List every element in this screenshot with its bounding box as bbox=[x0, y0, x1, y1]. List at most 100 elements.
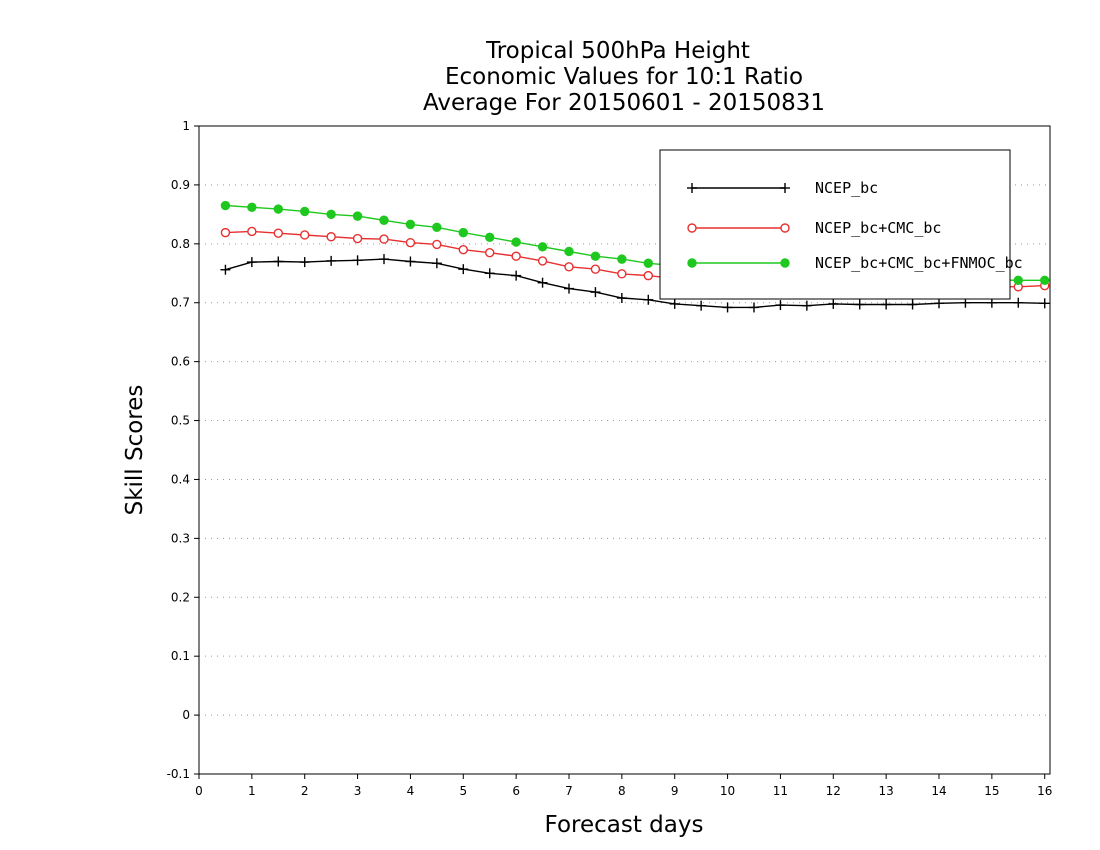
data-point-plus bbox=[696, 300, 707, 311]
legend-label: NCEP_bc bbox=[815, 179, 878, 197]
x-tick-label: 10 bbox=[720, 784, 735, 798]
chart-title: Tropical 500hPa Height Economic Values f… bbox=[423, 38, 825, 116]
data-point-circle bbox=[643, 270, 653, 281]
y-tick-label: 0.2 bbox=[171, 590, 190, 604]
data-point-plus bbox=[881, 299, 892, 310]
y-tick-label: 0.1 bbox=[171, 649, 190, 663]
y-tick-label: 0.6 bbox=[171, 355, 190, 369]
data-point-dot bbox=[485, 232, 495, 243]
data-point-plus bbox=[643, 294, 654, 305]
data-point-dot bbox=[687, 258, 697, 268]
data-point-circle bbox=[780, 223, 790, 233]
x-tick-label: 1 bbox=[248, 784, 256, 798]
plot-frame bbox=[198, 125, 1051, 775]
x-tick-label: 15 bbox=[984, 784, 999, 798]
data-point-plus bbox=[220, 264, 231, 275]
legend-item: NCEP_bc+CMC_bc bbox=[687, 219, 941, 237]
x-tick-label: 12 bbox=[826, 784, 841, 798]
data-point-plus bbox=[749, 302, 759, 313]
data-point-plus bbox=[801, 300, 812, 311]
data-point-dot bbox=[643, 258, 653, 268]
data-point-dot bbox=[780, 258, 790, 268]
data-point-plus bbox=[907, 299, 918, 310]
legend-box bbox=[659, 149, 1011, 300]
x-tick-label: 14 bbox=[931, 784, 946, 798]
x-axis-label: Forecast days bbox=[545, 812, 704, 838]
data-point-dot bbox=[617, 254, 627, 264]
data-point-circle bbox=[537, 256, 548, 266]
y-tick-label: 0.5 bbox=[171, 414, 190, 428]
data-point-circle bbox=[590, 264, 601, 274]
legend-item: NCEP_bc+CMC_bc+FNMOC_bc bbox=[687, 254, 1023, 272]
y-axis: -0.1 0 0.1 0.2 0.3 0.4 0.5 0.6 0.7 0.8 0.9 1 bbox=[167, 119, 199, 781]
data-point-plus bbox=[722, 302, 733, 313]
data-point-circle bbox=[617, 269, 627, 279]
data-point-circle bbox=[564, 262, 574, 272]
data-point-circle bbox=[220, 227, 231, 238]
data-point-dot bbox=[590, 251, 601, 261]
data-point-dot bbox=[326, 209, 336, 220]
data-point-circle bbox=[300, 230, 310, 240]
data-point-plus bbox=[537, 277, 548, 288]
y-tick-label: 0.9 bbox=[171, 178, 190, 192]
data-point-plus bbox=[1013, 297, 1024, 308]
chart-title-line-1: Tropical 500hPa Height bbox=[485, 38, 750, 64]
data-point-circle bbox=[247, 226, 257, 237]
x-tick-label: 6 bbox=[512, 784, 520, 798]
data-point-plus bbox=[352, 255, 363, 266]
data-point-dot bbox=[458, 227, 468, 238]
data-point-plus bbox=[379, 254, 389, 265]
data-point-dot bbox=[273, 204, 283, 214]
data-point-plus bbox=[273, 256, 284, 267]
x-tick-label: 5 bbox=[459, 784, 467, 798]
x-tick-label: 4 bbox=[407, 784, 415, 798]
legend-label: NCEP_bc+CMC_bc+FNMOC_bc bbox=[815, 254, 1023, 272]
data-point-dot bbox=[564, 246, 574, 257]
data-point-plus bbox=[828, 298, 839, 309]
data-point-circle bbox=[326, 232, 336, 242]
data-point-circle bbox=[458, 245, 468, 255]
data-point-dot bbox=[405, 219, 416, 230]
y-tick-label: 0.7 bbox=[171, 296, 190, 310]
data-point-plus bbox=[326, 255, 337, 266]
data-point-plus bbox=[458, 264, 469, 275]
data-point-plus bbox=[780, 183, 790, 193]
data-point-plus bbox=[775, 300, 786, 311]
y-tick-label: -0.1 bbox=[167, 767, 190, 781]
data-point-dot bbox=[1013, 275, 1023, 286]
data-point-plus bbox=[854, 299, 865, 310]
legend-label: NCEP_bc+CMC_bc bbox=[815, 219, 941, 237]
data-point-plus bbox=[511, 270, 522, 281]
x-tick-label: 0 bbox=[195, 784, 203, 798]
y-axis-label: Skill Scores bbox=[122, 385, 148, 516]
data-point-dot bbox=[300, 206, 310, 217]
data-point-circle bbox=[511, 251, 521, 261]
x-tick-label: 9 bbox=[671, 784, 679, 798]
legend: NCEP_bc NCEP_bc+CMC_bc NCEP_bc+CMC_bc+FNMO… bbox=[659, 149, 1023, 300]
data-point-plus bbox=[669, 298, 680, 309]
y-tick-label: 1 bbox=[182, 119, 190, 133]
legend-item: NCEP_bc bbox=[687, 179, 878, 197]
x-tick-label: 16 bbox=[1037, 784, 1052, 798]
x-tick-label: 13 bbox=[879, 784, 894, 798]
y-tick-label: 0 bbox=[182, 708, 190, 722]
data-point-plus bbox=[687, 183, 697, 193]
data-point-plus bbox=[1039, 298, 1050, 309]
x-axis: 0 1 2 3 4 5 6 7 8 9 10 11 12 13 14 15 16 bbox=[195, 774, 1052, 798]
x-tick-label: 7 bbox=[565, 784, 573, 798]
x-tick-label: 3 bbox=[354, 784, 362, 798]
data-point-plus bbox=[405, 256, 416, 267]
data-point-dot bbox=[379, 215, 389, 225]
series-1 bbox=[220, 254, 1050, 313]
data-point-plus bbox=[616, 293, 627, 304]
x-tick-label: 2 bbox=[301, 784, 309, 798]
data-point-plus bbox=[564, 283, 574, 294]
data-point-plus bbox=[484, 268, 495, 279]
data-point-circle bbox=[687, 223, 697, 233]
data-point-plus bbox=[934, 298, 944, 309]
data-point-plus bbox=[299, 257, 310, 268]
data-point-circle bbox=[273, 228, 283, 238]
data-point-circle bbox=[432, 239, 442, 250]
y-tick-label: 0.4 bbox=[171, 472, 190, 486]
data-point-dot bbox=[220, 200, 231, 211]
